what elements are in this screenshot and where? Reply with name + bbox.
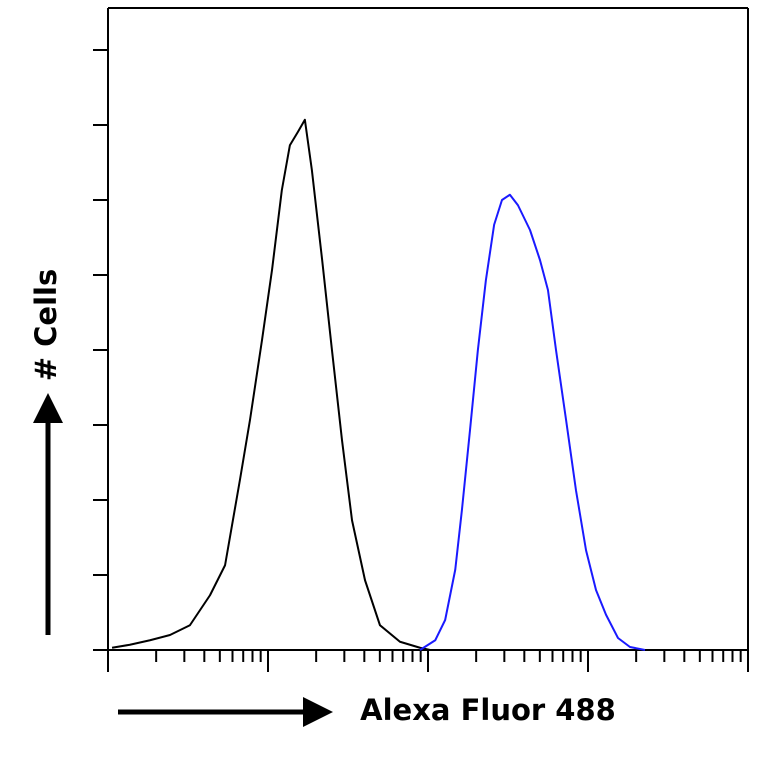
x-axis-title: Alexa Fluor 488: [360, 693, 616, 727]
y-axis-title: # Cells: [29, 269, 63, 382]
histogram-line: [419, 193, 646, 651]
plot-frame: [107, 7, 749, 651]
histogram-line: [111, 118, 431, 651]
